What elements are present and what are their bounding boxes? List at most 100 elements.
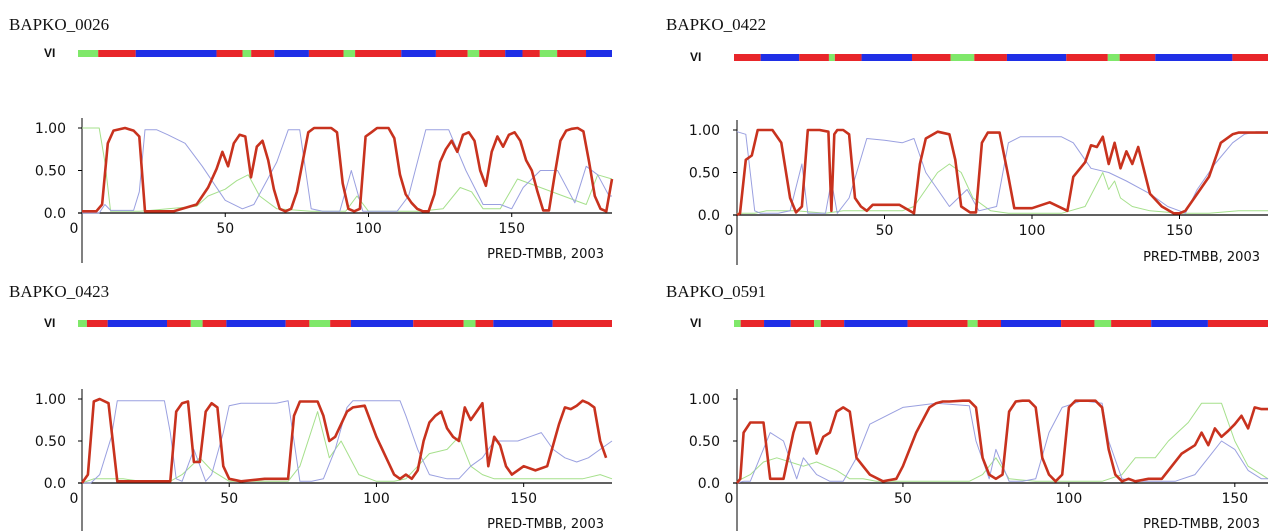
x-tick-label: 150 bbox=[498, 221, 525, 237]
chart-bapko-0591: BAPKO_0591 VI PRED-TMBB, 2003 1.00 0.50 0.… bbox=[666, 282, 1269, 531]
series-line-tm bbox=[735, 399, 1268, 484]
series-line-tm bbox=[80, 397, 608, 484]
x-tick-label: 150 bbox=[510, 491, 537, 507]
topology-segment-tm-16 bbox=[539, 50, 558, 57]
topology-segment-in-12 bbox=[1119, 54, 1156, 61]
topology-segment-tm-4 bbox=[242, 50, 252, 57]
x-tick-label: 0 bbox=[725, 223, 734, 239]
topology-segment-in-2 bbox=[799, 54, 829, 61]
topology-segment-out-14 bbox=[493, 320, 553, 327]
topology-segment-out-14 bbox=[1151, 320, 1208, 327]
topology-segment-tm-8 bbox=[309, 320, 331, 327]
x-tick-label: 50 bbox=[220, 491, 238, 507]
topology-segment-in-11 bbox=[413, 320, 464, 327]
topology-segment-tm-4 bbox=[814, 320, 821, 327]
series-line-tm bbox=[82, 126, 614, 213]
topology-segment-out-14 bbox=[505, 50, 523, 57]
topology-segment-out-10 bbox=[1001, 320, 1062, 327]
chart-title: BAPKO_0591 bbox=[666, 282, 766, 301]
chart-title: BAPKO_0423 bbox=[9, 282, 109, 301]
topology-segment-tm-4 bbox=[190, 320, 203, 327]
topology-segment-tm-8 bbox=[343, 50, 356, 57]
topology-track-label: VI bbox=[690, 50, 701, 64]
topology-segment-out-13 bbox=[1155, 54, 1233, 61]
x-tick-label: 100 bbox=[1019, 223, 1046, 239]
y-tick-label: 0.0 bbox=[698, 476, 720, 492]
topology-segment-tm-0 bbox=[78, 50, 99, 57]
x-tick-label: 100 bbox=[1056, 491, 1083, 507]
topology-bar bbox=[78, 320, 612, 327]
topology-segment-in-13 bbox=[475, 320, 494, 327]
topology-segment-in-9 bbox=[977, 320, 1001, 327]
y-tick-label: 0.0 bbox=[44, 476, 66, 492]
panel-bapko-0423: BAPKO_0423 VI PRED-TMBB, 2003 1.00 0.50 0.… bbox=[0, 265, 636, 531]
topology-segment-in-1 bbox=[98, 50, 136, 57]
topology-segment-in-6 bbox=[912, 54, 951, 61]
x-tick-label: 50 bbox=[894, 491, 912, 507]
chart-title: BAPKO_0026 bbox=[9, 15, 109, 34]
topology-segment-in-7 bbox=[907, 320, 968, 327]
y-tick-label: 0.50 bbox=[35, 164, 66, 180]
topology-segment-in-13 bbox=[479, 50, 506, 57]
topology-segment-tm-0 bbox=[78, 320, 87, 327]
topology-segment-in-5 bbox=[251, 50, 275, 57]
topology-segment-in-14 bbox=[1232, 54, 1268, 61]
topology-segment-in-0 bbox=[734, 54, 761, 61]
topology-segment-out-18 bbox=[586, 50, 612, 57]
panel-bapko-0422: BAPKO_0422 VI PRED-TMBB, 2003 1.00 0.50 0.… bbox=[636, 0, 1272, 265]
topology-segment-in-15 bbox=[552, 320, 612, 327]
chart-bapko-0423: BAPKO_0423 VI PRED-TMBB, 2003 1.00 0.50 0.… bbox=[9, 282, 613, 531]
x-tick-label: 50 bbox=[876, 223, 894, 239]
x-tick-label: 100 bbox=[355, 221, 382, 237]
topology-track-label: VI bbox=[44, 316, 55, 330]
topology-segment-in-3 bbox=[790, 320, 815, 327]
topology-segment-out-10 bbox=[350, 320, 414, 327]
topology-segment-out-2 bbox=[764, 320, 791, 327]
panel-bapko-0026: BAPKO_0026 VI PRED-TMBB, 2003 1.00 0.50 0.… bbox=[0, 0, 636, 265]
y-tick-label: 1.00 bbox=[689, 392, 720, 408]
topology-segment-in-3 bbox=[216, 50, 243, 57]
topology-segment-tm-12 bbox=[463, 320, 476, 327]
y-tick-label: 1.00 bbox=[35, 392, 66, 408]
x-tick-label: 0 bbox=[70, 221, 79, 237]
chart-credit: PRED-TMBB, 2003 bbox=[1143, 517, 1260, 531]
topology-segment-tm-12 bbox=[1094, 320, 1112, 327]
topology-segment-out-6 bbox=[274, 50, 309, 57]
y-tick-label: 0.50 bbox=[35, 434, 66, 450]
x-tick-label: 0 bbox=[70, 491, 79, 507]
topology-segment-in-5 bbox=[202, 320, 227, 327]
series-line-out bbox=[81, 411, 613, 484]
topology-segment-out-9 bbox=[1006, 54, 1067, 61]
topology-segment-in-7 bbox=[308, 50, 344, 57]
topology-segment-out-5 bbox=[861, 54, 912, 61]
topology-segment-in-11 bbox=[435, 50, 468, 57]
topology-segment-out-10 bbox=[401, 50, 436, 57]
panel-bapko-0591: BAPKO_0591 VI PRED-TMBB, 2003 1.00 0.50 0.… bbox=[636, 265, 1272, 531]
topology-segment-in-1 bbox=[740, 320, 765, 327]
y-tick-label: 0.50 bbox=[689, 166, 720, 182]
x-tick-label: 0 bbox=[725, 491, 734, 507]
x-tick-label: 100 bbox=[363, 491, 390, 507]
chart-title: BAPKO_0422 bbox=[666, 15, 766, 34]
topology-segment-tm-7 bbox=[950, 54, 975, 61]
topology-bar bbox=[734, 54, 1268, 61]
chart-bapko-0422: BAPKO_0422 VI PRED-TMBB, 2003 1.00 0.50 0.… bbox=[666, 15, 1268, 265]
x-tick-label: 150 bbox=[1221, 491, 1248, 507]
chart-credit: PRED-TMBB, 2003 bbox=[487, 247, 604, 262]
y-tick-label: 0.0 bbox=[44, 206, 66, 222]
topology-segment-out-2 bbox=[135, 50, 217, 57]
topology-segment-in-11 bbox=[1061, 320, 1095, 327]
topology-segment-out-2 bbox=[107, 320, 167, 327]
topology-segment-tm-3 bbox=[828, 54, 835, 61]
topology-segment-in-1 bbox=[86, 320, 108, 327]
topology-segment-in-5 bbox=[820, 320, 845, 327]
y-tick-label: 0.0 bbox=[698, 208, 720, 224]
topology-segment-in-15 bbox=[1207, 320, 1268, 327]
topology-segment-in-13 bbox=[1111, 320, 1152, 327]
chart-bapko-0026: BAPKO_0026 VI PRED-TMBB, 2003 1.00 0.50 0.… bbox=[9, 15, 614, 263]
y-tick-label: 1.00 bbox=[35, 121, 66, 137]
x-tick-label: 150 bbox=[1166, 223, 1193, 239]
topology-segment-out-6 bbox=[844, 320, 908, 327]
x-tick-label: 50 bbox=[216, 221, 234, 237]
topology-segment-tm-8 bbox=[967, 320, 978, 327]
